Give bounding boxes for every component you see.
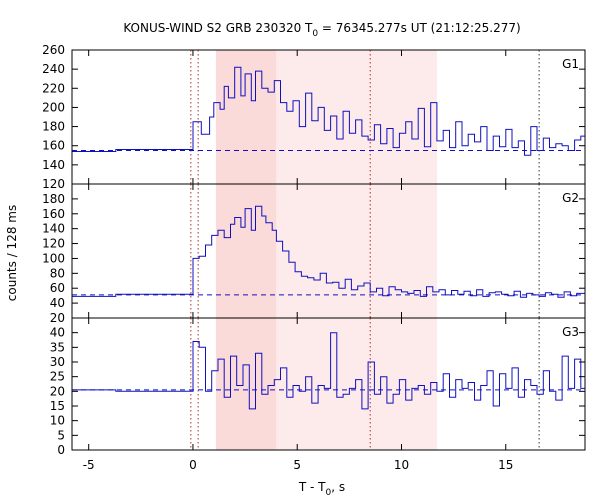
series-label-g1: G1	[562, 57, 579, 71]
shaded-interval-1	[215, 318, 277, 450]
y-tick-label: 5	[57, 428, 65, 442]
count-rate-histogram	[72, 332, 585, 410]
panel-frame	[71, 317, 586, 451]
y-tick-label: 140	[42, 158, 65, 172]
y-tick-label: 200	[42, 100, 65, 114]
count-rate-histogram	[72, 205, 585, 298]
series-label-g2: G2	[562, 191, 579, 205]
y-tick-label: 10	[50, 414, 65, 428]
x-tick-label: -5	[83, 458, 95, 472]
y-axis-title: counts / 128 ms	[5, 205, 19, 301]
y-tick-label: 40	[50, 296, 65, 310]
panels-group: 120140160180200220240260G120406080100120…	[42, 43, 586, 472]
shaded-interval-1	[215, 50, 277, 184]
y-tick-label: 240	[42, 62, 65, 76]
series-label-g3: G3	[562, 325, 579, 339]
shaded-interval-2	[276, 50, 437, 184]
x-tick-label: 15	[498, 458, 513, 472]
y-tick-label: 35	[50, 340, 65, 354]
y-tick-label: 60	[50, 281, 65, 295]
y-tick-label: 180	[42, 192, 65, 206]
y-tick-label: 220	[42, 81, 65, 95]
x-axis-title: T - T0, s	[298, 480, 345, 498]
panel-g1: 120 140 160 180 200 220 240 260 G1	[42, 43, 586, 191]
y-tick-label: 20	[50, 384, 65, 398]
y-tick-label: 25	[50, 370, 65, 384]
y-tick-label: 260	[42, 43, 65, 57]
y-tick-label: 160	[42, 207, 65, 221]
x-tick-label: 0	[189, 458, 197, 472]
y-tick-label: 120	[42, 177, 65, 191]
y-tick-label: 100	[42, 251, 65, 265]
y-tick-label: 20	[50, 311, 65, 325]
y-tick-label: 40	[50, 326, 65, 340]
x-tick-label: 10	[394, 458, 409, 472]
count-rate-histogram	[72, 66, 585, 156]
shaded-interval-1	[215, 184, 277, 318]
shaded-interval-2	[276, 318, 437, 450]
y-tick-label: 0	[57, 443, 65, 457]
y-tick-label: 140	[42, 222, 65, 236]
y-tick-label: 15	[50, 399, 65, 413]
y-tick-label: 180	[42, 120, 65, 134]
chart-title: KONUS-WIND S2 GRB 230320 T0 = 76345.277s…	[123, 21, 520, 39]
y-tick-label: 80	[50, 266, 65, 280]
y-tick-label: 30	[50, 355, 65, 369]
shaded-interval-2	[276, 184, 437, 318]
x-tick-label: 5	[293, 458, 301, 472]
y-tick-label: 120	[42, 237, 65, 251]
y-tick-label: 160	[42, 139, 65, 153]
